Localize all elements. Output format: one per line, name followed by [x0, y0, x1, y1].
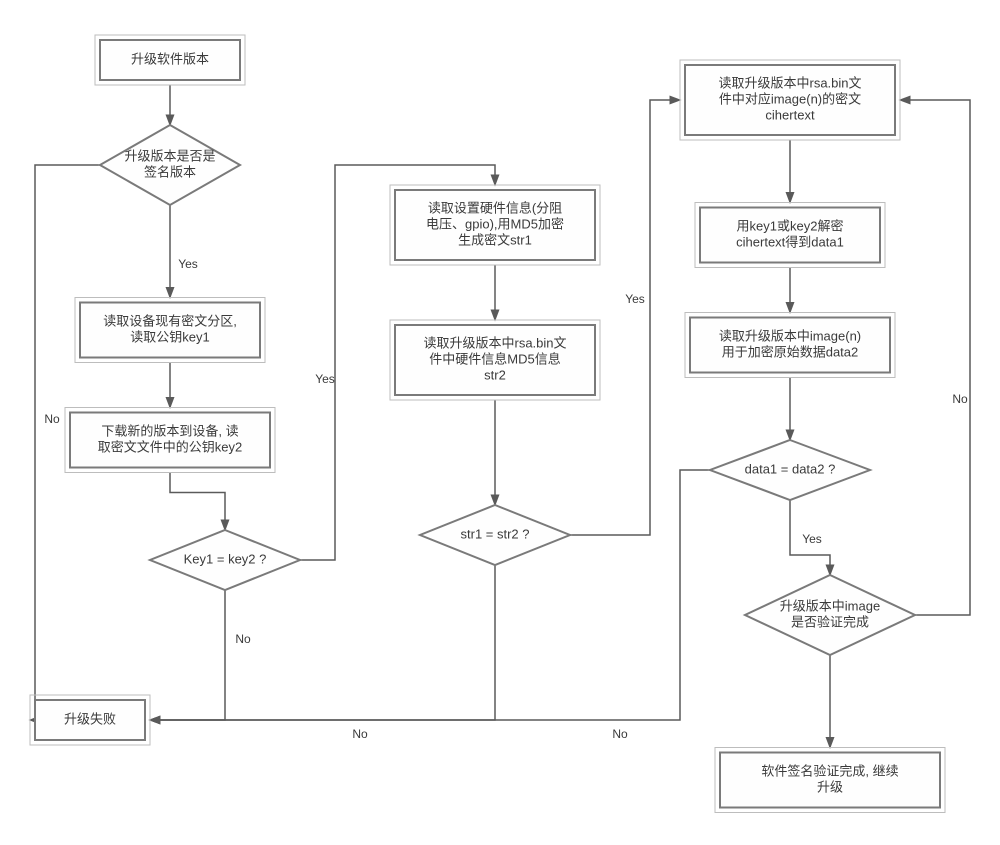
- node-read_key1: 读取设备现有密文分区,读取公钥key1: [75, 298, 265, 363]
- edge-label: Yes: [315, 372, 335, 386]
- node-hw_md5: 读取设置硬件信息(分阻电压、gpio),用MD5加密生成密文str1: [390, 185, 600, 265]
- node-text: str1 = str2 ?: [461, 526, 530, 541]
- node-text: data1 = data2 ?: [745, 461, 836, 476]
- node-text: 读取升级版本中rsa.bin文: [718, 75, 861, 90]
- node-success: 软件签名验证完成, 继续升级: [715, 748, 945, 813]
- edge-label: No: [235, 632, 251, 646]
- node-text: 升级: [817, 779, 843, 794]
- node-d_str: str1 = str2 ?: [420, 505, 570, 565]
- node-d_data: data1 = data2 ?: [710, 440, 870, 500]
- node-read_ct: 读取升级版本中rsa.bin文件中对应image(n)的密文cihertext: [680, 60, 900, 140]
- node-d_key: Key1 = key2 ?: [150, 530, 300, 590]
- node-rsa_md5: 读取升级版本中rsa.bin文件中硬件信息MD5信息str2: [390, 320, 600, 400]
- node-text: 件中硬件信息MD5信息: [429, 351, 560, 366]
- node-text: str2: [484, 367, 506, 382]
- node-text: cihertext: [765, 107, 815, 122]
- node-dl_key2: 下载新的版本到设备, 读取密文文件中的公钥key2: [65, 408, 275, 473]
- node-text: cihertext得到data1: [736, 234, 844, 249]
- edge-label: Yes: [625, 292, 645, 306]
- node-start: 升级软件版本: [95, 35, 245, 85]
- node-text: 读取升级版本中rsa.bin文: [423, 335, 566, 350]
- node-text: 升级软件版本: [131, 51, 209, 66]
- node-text: Key1 = key2 ?: [184, 551, 267, 566]
- edge-label: No: [352, 727, 368, 741]
- edge-label: Yes: [178, 257, 198, 271]
- node-text: 件中对应image(n)的密文: [719, 91, 861, 106]
- node-text: 用key1或key2解密: [737, 218, 844, 233]
- node-text: 升级失败: [64, 711, 116, 726]
- edge-label: Yes: [802, 532, 822, 546]
- node-text: 读取设备现有密文分区,: [103, 313, 237, 328]
- node-read_img: 读取升级版本中image(n)用于加密原始数据data2: [685, 313, 895, 378]
- node-text: 软件签名验证完成, 继续: [761, 763, 898, 778]
- node-text: 读取设置硬件信息(分阻: [428, 200, 562, 215]
- node-d_sig: 升级版本是否是签名版本: [100, 125, 240, 205]
- node-text: 是否验证完成: [791, 614, 869, 629]
- edge-label: No: [952, 392, 968, 406]
- node-text: 取密文文件中的公钥key2: [98, 439, 242, 454]
- edge-label: No: [612, 727, 628, 741]
- node-text: 签名版本: [144, 164, 196, 179]
- node-text: 电压、gpio),用MD5加密: [426, 216, 564, 231]
- node-text: 读取升级版本中image(n): [719, 328, 861, 343]
- node-decrypt: 用key1或key2解密cihertext得到data1: [695, 203, 885, 268]
- node-text: 升级版本中image: [780, 598, 880, 613]
- node-text: 下载新的版本到设备, 读: [101, 423, 238, 438]
- edge-label: No: [44, 412, 60, 426]
- node-text: 升级版本是否是: [124, 148, 215, 163]
- node-text: 用于加密原始数据data2: [722, 344, 859, 359]
- node-text: 生成密文str1: [458, 232, 532, 247]
- node-d_done: 升级版本中image是否验证完成: [745, 575, 915, 655]
- flowchart-canvas: 升级软件版本升级版本是否是签名版本读取设备现有密文分区,读取公钥key1下载新的…: [0, 0, 1000, 845]
- node-text: 读取公钥key1: [130, 329, 209, 344]
- node-fail: 升级失败: [30, 695, 150, 745]
